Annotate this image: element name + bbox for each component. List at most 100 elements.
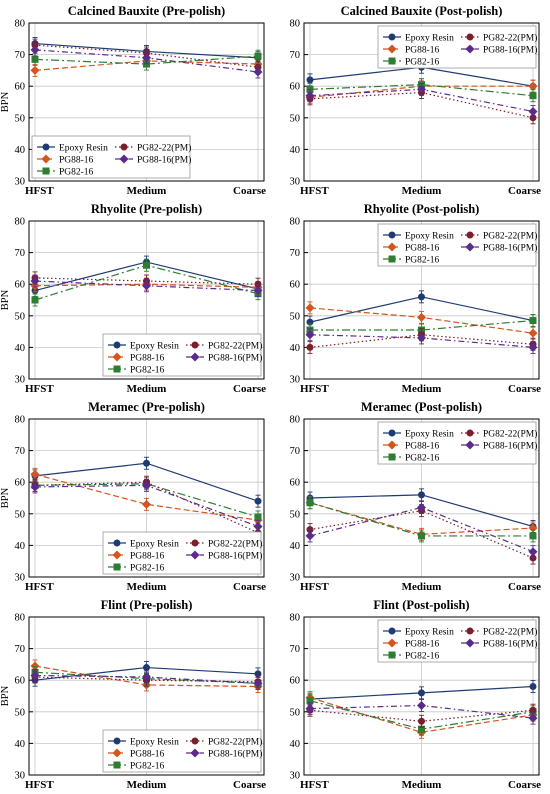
x-tick-label: Coarse	[233, 581, 266, 593]
y-tick-label: 70	[290, 446, 301, 457]
legend: Epoxy Resin PG88-16 PG82-16 PG82-22(PM)PG88…	[377, 25, 537, 69]
y-tick-label: 40	[290, 541, 301, 552]
data-point-marker	[30, 482, 40, 492]
legend-box	[377, 619, 537, 663]
legend-label: Epoxy Resin	[59, 144, 108, 154]
legend-swatch-marker	[191, 737, 199, 745]
legend-swatch-marker	[190, 550, 200, 560]
y-tick-label: 40	[15, 343, 26, 354]
y-tick-label: 30	[15, 375, 26, 386]
legend-label: PG82-22(PM)	[208, 341, 262, 352]
legend-swatch-marker	[466, 231, 474, 239]
y-tick-label: 50	[290, 311, 301, 322]
data-point-marker	[416, 84, 427, 94]
series-line	[34, 481, 259, 534]
y-tick-label: 80	[15, 217, 26, 228]
y-tick-label: 60	[15, 676, 26, 687]
plot-frame	[28, 418, 265, 578]
data-point-marker	[528, 342, 538, 352]
data-point-marker	[141, 53, 152, 63]
legend-swatch-marker	[112, 748, 122, 758]
y-tick-label: 30	[15, 573, 26, 584]
chart-panel: Rhyolite (Post-polish) 30 40 50 60 70 80 HFST Me…	[290, 202, 542, 395]
plot-frame	[303, 418, 540, 578]
legend-swatch-marker	[465, 638, 475, 648]
legend-label: PG82-22(PM)	[137, 143, 191, 154]
x-tick-label: Medium	[127, 383, 167, 395]
y-tick-label: 50	[290, 509, 301, 520]
legend-box	[377, 223, 537, 267]
chart-panel: Flint (Post-polish) 30 40 50 60 70 80 HFST Mediu…	[290, 598, 542, 791]
y-tick-label: 60	[290, 82, 301, 93]
legend-swatch-marker	[387, 44, 397, 54]
chart-title: Flint (Pre-polish)	[101, 598, 193, 612]
legend-swatch-marker	[190, 748, 200, 758]
legend-swatch-marker	[465, 440, 475, 450]
y-tick-label: 80	[15, 19, 26, 30]
chart-title: Flint (Post-polish)	[373, 598, 469, 612]
legend: Epoxy Resin PG88-16 PG82-16 PG82-22(PM)PG88…	[102, 333, 262, 377]
legend-swatch-marker	[41, 154, 51, 164]
y-tick-label: 50	[15, 113, 26, 124]
legend-label: PG88-16	[405, 244, 440, 254]
x-tick-label: HFST	[300, 185, 329, 197]
x-tick-label: Medium	[402, 779, 442, 791]
y-tick-label: 40	[15, 145, 26, 156]
data-point-marker	[528, 106, 538, 116]
legend-label: PG88-16	[405, 46, 440, 56]
y-axis-label: BPN	[0, 685, 11, 706]
legend-swatch-marker	[388, 651, 396, 659]
series-line	[34, 44, 259, 68]
data-point-marker	[528, 713, 538, 723]
x-tick-label: HFST	[25, 185, 54, 197]
y-tick-label: 80	[15, 613, 26, 624]
data-point-marker	[253, 286, 263, 296]
legend-swatch-marker	[190, 352, 200, 362]
plot-frame	[28, 220, 265, 380]
data-point-marker	[306, 76, 314, 84]
legend: Epoxy Resin PG88-16 PG82-16 PG82-22(PM)PG88…	[377, 619, 537, 663]
legend-label: PG88-16(PM)	[208, 551, 262, 562]
data-point-marker	[305, 303, 315, 313]
data-point-marker	[529, 683, 537, 691]
chart-panel: Flint (Pre-polish) 30 40 50 60 70 80 BPN HFST Med…	[0, 598, 266, 791]
y-tick-label: 80	[15, 415, 26, 426]
data-point-marker	[305, 330, 315, 340]
y-tick-label: 30	[290, 375, 301, 386]
chart-title: Meramec (Pre-polish)	[88, 400, 205, 414]
legend-label: PG82-16	[405, 58, 440, 68]
data-point-marker	[254, 513, 262, 521]
series-line	[34, 671, 259, 684]
y-tick-label: 70	[15, 248, 26, 259]
legend-label: Epoxy Resin	[405, 628, 454, 638]
legend-box	[31, 135, 191, 179]
y-axis-label: BPN	[0, 487, 11, 508]
y-tick-label: 60	[290, 676, 301, 687]
y-tick-label: 50	[15, 707, 26, 718]
data-point-marker	[416, 312, 427, 322]
legend-swatch-marker	[465, 44, 475, 54]
legend-swatch-marker	[42, 143, 50, 151]
y-tick-label: 70	[290, 50, 301, 61]
legend-label: Epoxy Resin	[130, 540, 179, 550]
legend-swatch-marker	[388, 57, 396, 65]
data-point-marker	[528, 547, 538, 557]
data-point-marker	[418, 293, 425, 301]
x-tick-label: HFST	[300, 779, 329, 791]
chart-title: Calcined Bauxite (Pre-polish)	[68, 4, 225, 18]
legend-box	[377, 421, 537, 465]
legend-label: PG88-16	[405, 640, 440, 650]
legend-label: PG82-16	[130, 366, 165, 376]
data-point-marker	[30, 670, 40, 680]
x-tick-label: Medium	[402, 185, 442, 197]
legend-label: PG88-16(PM)	[483, 639, 537, 650]
legend-swatch-marker	[465, 242, 475, 252]
x-tick-label: Medium	[127, 581, 167, 593]
legend-label: Epoxy Resin	[130, 342, 179, 352]
y-tick-label: 50	[15, 311, 26, 322]
data-point-marker	[305, 531, 315, 541]
data-point-marker	[416, 333, 427, 343]
legend-swatch-marker	[120, 143, 128, 151]
x-tick-label: HFST	[25, 383, 54, 395]
data-point-marker	[529, 532, 537, 540]
